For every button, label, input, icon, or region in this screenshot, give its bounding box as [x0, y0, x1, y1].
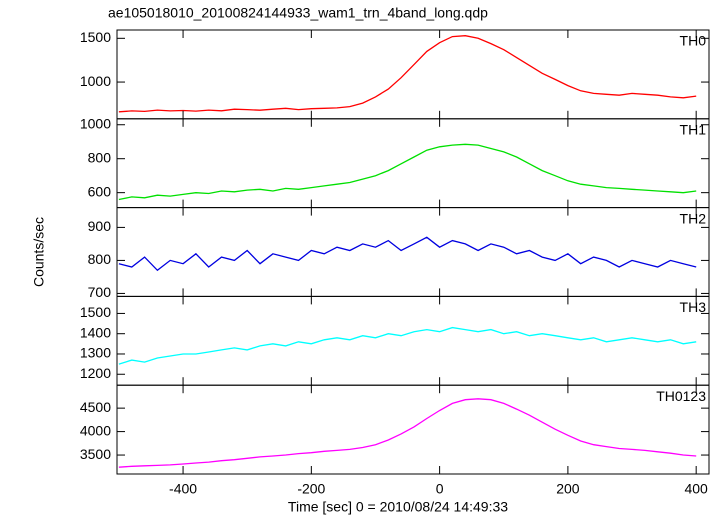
y-tick-label: 4000 — [80, 422, 111, 438]
y-tick-label: 900 — [88, 218, 112, 234]
series-line — [118, 143, 697, 201]
x-tick-label: 400 — [684, 481, 708, 497]
panel-frame — [116, 118, 710, 209]
panel-frame — [116, 29, 710, 120]
panel-label: TH3 — [680, 299, 707, 315]
y-tick-label: 1200 — [80, 365, 111, 381]
x-tick-label: -400 — [169, 481, 197, 497]
y-tick-label: 3500 — [80, 446, 111, 462]
x-tick-label: -200 — [297, 481, 325, 497]
panel-label: TH0123 — [656, 388, 706, 404]
panel-frame — [116, 384, 710, 475]
y-tick-label: 1500 — [80, 304, 111, 320]
y-tick-label: 800 — [88, 149, 112, 165]
x-tick-label: 0 — [436, 481, 444, 497]
y-tick-label: 1000 — [80, 73, 111, 89]
series-line — [118, 236, 697, 272]
panel-label: TH2 — [680, 210, 707, 226]
y-tick-label: 4500 — [80, 399, 111, 415]
chart-title: ae105018010_20100824144933_wam1_trn_4ban… — [108, 5, 488, 21]
x-tick-label: 200 — [556, 481, 580, 497]
panel-label: TH1 — [680, 122, 707, 138]
y-tick-label: 1000 — [80, 115, 111, 131]
series-line — [118, 326, 697, 365]
y-tick-label: 1400 — [80, 324, 111, 340]
y-tick-label: 600 — [88, 183, 112, 199]
panel-frame — [116, 295, 710, 386]
x-axis-label: Time [sec] 0 = 2010/08/24 14:49:33 — [288, 499, 508, 515]
panel-frame — [116, 207, 710, 297]
y-tick-label: 800 — [88, 251, 112, 267]
series-line — [118, 35, 697, 113]
series-line — [118, 398, 697, 468]
panel-label: TH0 — [680, 33, 707, 49]
y-axis-label: Counts/sec — [31, 217, 47, 287]
y-tick-label: 1300 — [80, 345, 111, 361]
y-tick-label: 700 — [88, 284, 112, 300]
y-tick-label: 1500 — [80, 29, 111, 45]
